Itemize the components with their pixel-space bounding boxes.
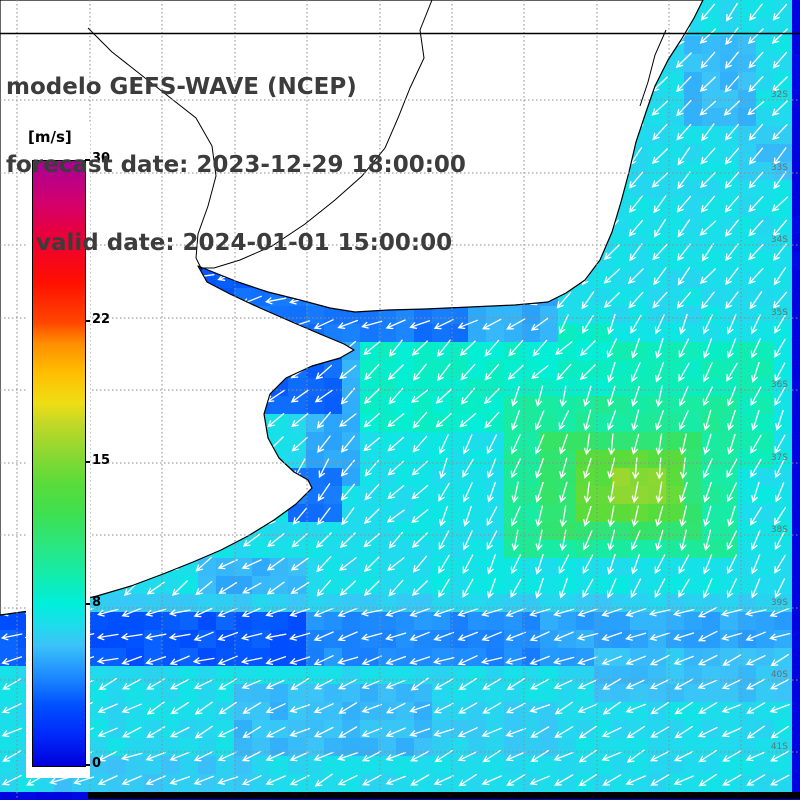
land-polygon-coastline: [0, 0, 704, 616]
model-name: modelo GEFS-WAVE (NCEP): [6, 74, 357, 100]
svg-text:33S: 33S: [771, 163, 788, 173]
svg-text:37S: 37S: [771, 453, 788, 463]
river-line: [200, 0, 433, 269]
svg-text:36S: 36S: [771, 380, 788, 390]
valid-date: valid date: 2024-01-01 15:00:00: [36, 230, 453, 256]
svg-text:39S: 39S: [771, 598, 788, 608]
svg-text:38S: 38S: [771, 525, 788, 535]
svg-text:41S: 41S: [771, 742, 788, 752]
river-line: [87, 27, 217, 271]
forecast-date: forecast date: 2023-12-29 18:00:00: [6, 152, 466, 178]
river-line: [639, 29, 667, 107]
svg-text:32S: 32S: [771, 90, 788, 100]
svg-text:40S: 40S: [771, 670, 788, 680]
latitude-labels: 32S 33S 34S 35S 36S 37S 38S 39S 40S 41S: [771, 90, 788, 752]
svg-text:34S: 34S: [771, 235, 788, 245]
svg-text:35S: 35S: [771, 308, 788, 318]
map-frame-bottom-bar: [88, 792, 800, 799]
title-block: modelo GEFS-WAVE (NCEP) forecast date: 2…: [6, 22, 466, 308]
